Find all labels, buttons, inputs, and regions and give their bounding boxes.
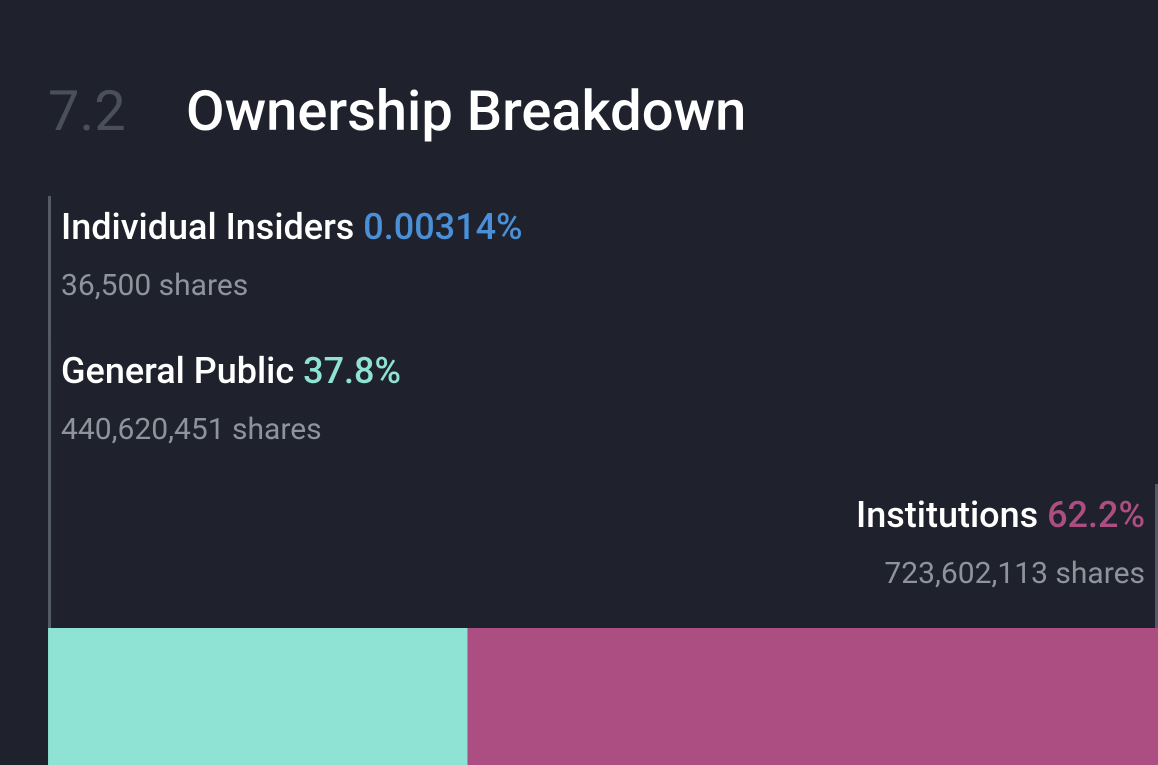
- bar-segment: [467, 628, 1158, 765]
- segment-spacer: [354, 206, 363, 248]
- segment-label: Institutions 62.2%: [856, 494, 1145, 536]
- bar-segment: [48, 628, 468, 765]
- chart-title: Ownership Breakdown: [186, 78, 746, 144]
- segment-label: General Public 37.8%: [61, 350, 401, 392]
- segment-shares: 36,500 shares: [61, 268, 248, 303]
- segment-shares: 440,620,451 shares: [61, 412, 322, 447]
- segment-name: Individual Insiders: [61, 206, 354, 248]
- segment-label: Individual Insiders 0.00314%: [61, 206, 523, 248]
- section-number: 7.2: [48, 78, 126, 144]
- segment-name: General Public: [61, 350, 294, 392]
- segment-percent: 0.00314%: [363, 206, 522, 248]
- segment-spacer: [1038, 494, 1047, 536]
- segment-percent: 37.8%: [303, 350, 401, 392]
- segment-shares: 723,602,113 shares: [884, 556, 1145, 591]
- segment-name: Institutions: [856, 494, 1038, 536]
- segment-percent: 62.2%: [1047, 494, 1145, 536]
- segment-spacer: [294, 350, 303, 392]
